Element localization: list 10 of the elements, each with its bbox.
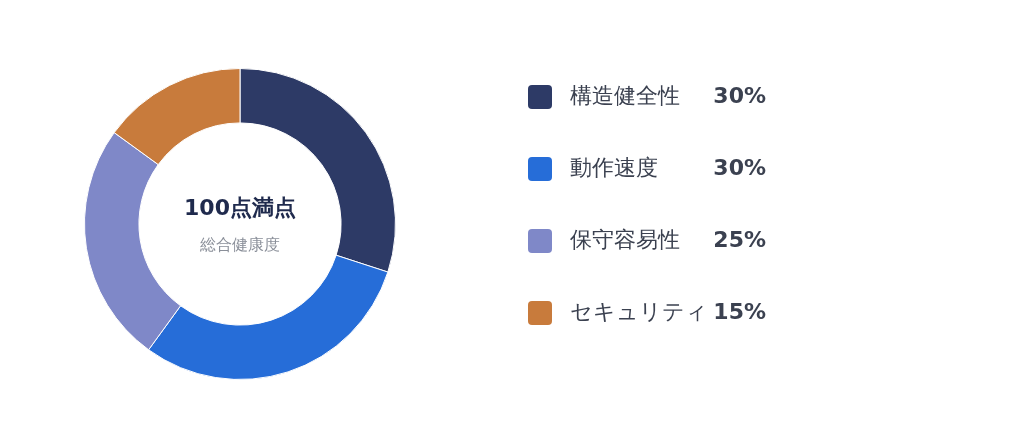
legend-label: 動作速度	[570, 154, 658, 180]
text: 総合健康度	[199, 235, 280, 255]
data-label: 30%	[713, 154, 767, 180]
data-label: 25%	[713, 226, 767, 252]
legend-label: 構造健全性	[570, 82, 680, 108]
text: 100点満点	[184, 194, 296, 220]
data-label: 15%	[713, 298, 767, 324]
data-label: 30%	[713, 82, 767, 108]
legend-label: セキュリティ	[570, 298, 708, 324]
legend-label: 保守容易性	[570, 226, 680, 252]
